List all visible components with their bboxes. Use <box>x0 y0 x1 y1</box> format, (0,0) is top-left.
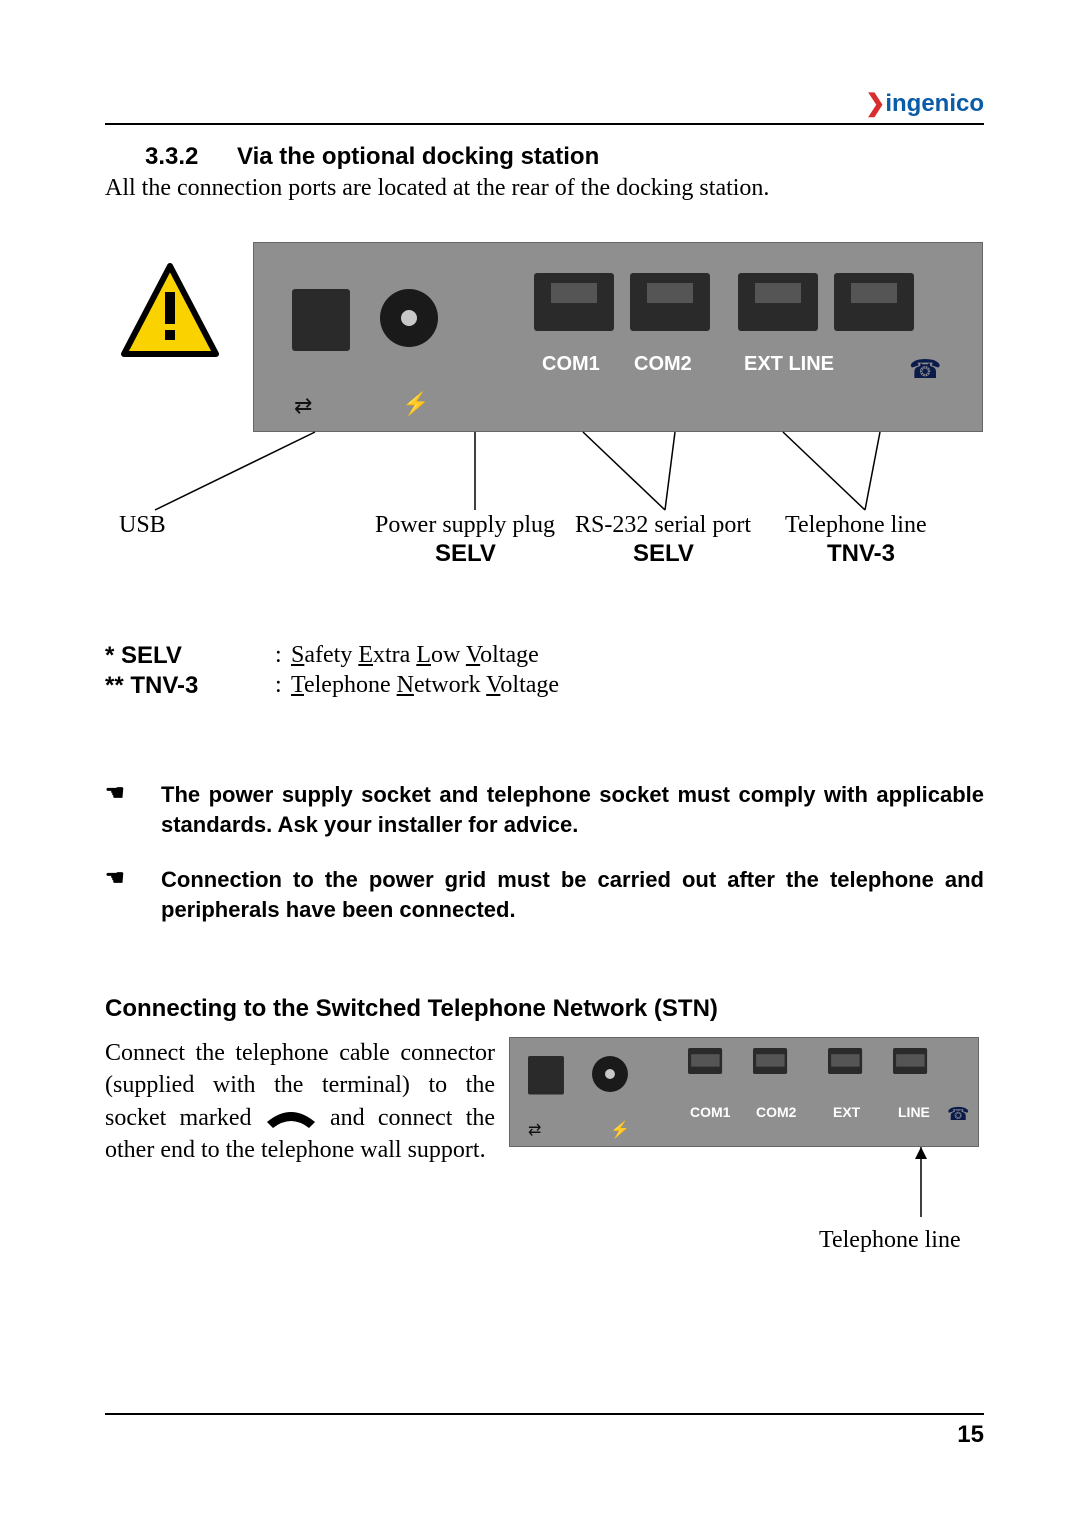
bolt-glyph-icon: ⚡ <box>610 1120 630 1140</box>
selv-key: * SELV <box>105 642 275 670</box>
power-callout: Power supply plug <box>375 512 555 539</box>
stn-heading: Connecting to the Switched Telephone Net… <box>105 995 984 1023</box>
docking-ports-photo-small: COM1 COM2 EXT LINE ⇄ ⚡ ☎ <box>509 1037 979 1147</box>
telephone-glyph-icon: ☎ <box>947 1104 969 1125</box>
page-number: 15 <box>957 1421 984 1448</box>
pointing-hand-icon: ☚ <box>105 865 161 924</box>
rs232-class: SELV <box>633 540 694 568</box>
section-title: Via the optional docking station <box>237 143 599 170</box>
ext-port-icon <box>828 1048 862 1074</box>
tnv-key: ** TNV-3 <box>105 672 275 700</box>
stn-paragraph: Connect the telephone cable connector (s… <box>105 1037 495 1167</box>
com1-port-icon <box>688 1048 722 1074</box>
usb-glyph-icon: ⇄ <box>528 1120 541 1140</box>
notes-block: ☚ The power supply socket and telephone … <box>105 780 984 925</box>
logo-swoosh-icon: ❯ <box>865 90 885 117</box>
stn-telephone-callout: Telephone line <box>819 1227 961 1254</box>
usb-callout: USB <box>119 512 166 539</box>
com2-label-small: COM2 <box>756 1104 796 1120</box>
note-text: The power supply socket and telephone so… <box>161 780 984 839</box>
selv-value: Safety Extra Low Voltage <box>291 642 539 670</box>
rs232-callout: RS-232 serial port <box>575 512 751 539</box>
line-label-small: LINE <box>898 1104 930 1120</box>
tnv-definition-row: ** TNV-3 : Telephone Network Voltage <box>105 672 984 700</box>
section-intro: All the connection ports are located at … <box>105 175 984 202</box>
stn-block: Connect the telephone cable connector (s… <box>105 1037 984 1167</box>
pointing-hand-icon: ☚ <box>105 780 161 839</box>
telephone-callout: Telephone line <box>785 512 927 539</box>
docking-station-figure: COM1 COM2 EXT LINE ⇄ ⚡ ☎ USB Power suppl… <box>105 242 984 602</box>
telephone-class: TNV-3 <box>827 540 895 568</box>
brand-logo: ❯ingenico <box>865 89 984 118</box>
com1-label-small: COM1 <box>690 1104 730 1120</box>
line-port-icon <box>893 1048 927 1074</box>
stn-callout-line <box>509 1147 979 1237</box>
section-number: 3.3.2 <box>145 143 237 171</box>
power-class: SELV <box>435 540 496 568</box>
usb-port-icon <box>528 1056 564 1094</box>
page-header: ❯ingenico <box>105 95 984 125</box>
page-footer: 15 <box>105 1413 984 1449</box>
com2-port-icon <box>753 1048 787 1074</box>
ext-label-small: EXT <box>833 1104 860 1120</box>
definitions-block: * SELV : Safety Extra Low Voltage ** TNV… <box>105 642 984 700</box>
phone-socket-icon <box>265 1108 317 1130</box>
note-item: ☚ The power supply socket and telephone … <box>105 780 984 839</box>
note-text: Connection to the power grid must be car… <box>161 865 984 924</box>
power-port-icon <box>592 1056 628 1092</box>
tnv-value: Telephone Network Voltage <box>291 672 559 700</box>
stn-figure: COM1 COM2 EXT LINE ⇄ ⚡ ☎ Telephone line <box>509 1037 984 1147</box>
selv-definition-row: * SELV : Safety Extra Low Voltage <box>105 642 984 670</box>
section-heading: 3.3.2Via the optional docking station <box>145 143 984 171</box>
note-item: ☚ Connection to the power grid must be c… <box>105 865 984 924</box>
brand-name: ingenico <box>885 90 984 117</box>
